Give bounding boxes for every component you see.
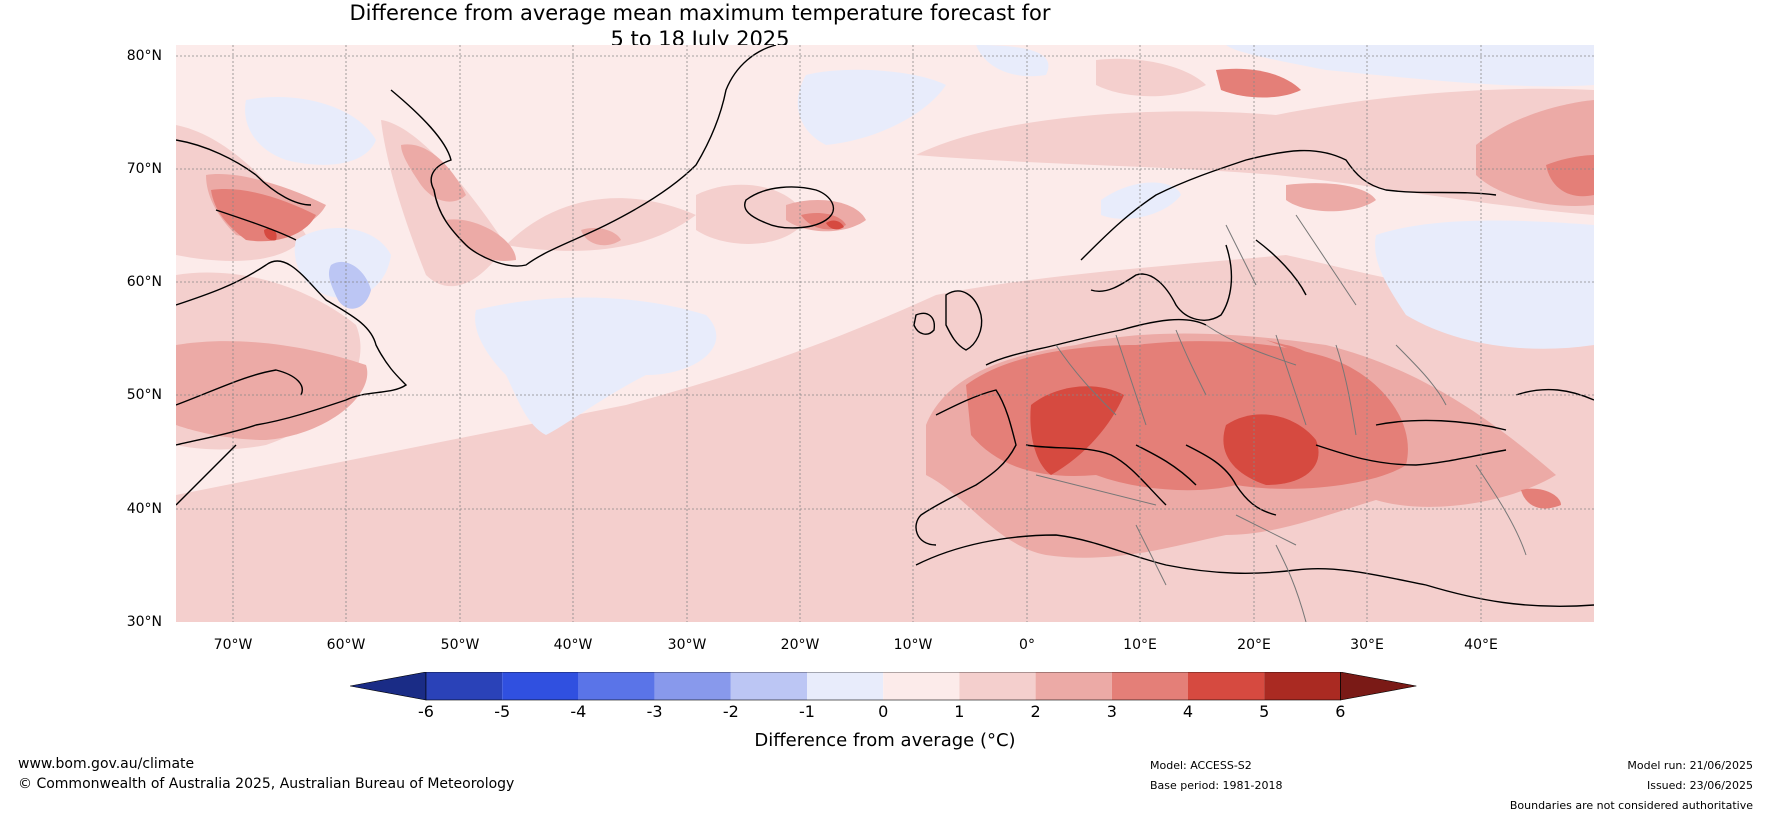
colorbar-tick-label: 5 xyxy=(1259,702,1270,721)
colorbar-tick-label: -6 xyxy=(418,702,434,721)
anomaly-neg2-neg1-areas xyxy=(328,261,371,309)
anomaly-neg1-0-areas xyxy=(245,45,1594,435)
colorbar-tick-label: -5 xyxy=(494,702,511,721)
lon-label-50w: 50°W xyxy=(440,637,480,653)
colorbar-tick-label: -2 xyxy=(722,702,739,721)
colorbar-tick-label: 6 xyxy=(1335,702,1346,721)
model-text: Model: ACCESS-S2 xyxy=(1150,759,1252,772)
colorbar-segment xyxy=(502,672,579,700)
colorbar-arrow-low xyxy=(350,672,427,701)
colorbar-tick-label: 1 xyxy=(954,702,965,721)
colorbar-segment xyxy=(730,672,807,700)
colorbar-segment xyxy=(578,672,655,700)
colorbar-tick-label: 2 xyxy=(1030,702,1041,721)
lat-label-30n: 30°N xyxy=(126,614,162,630)
disclaimer-text: Boundaries are not considered authoritat… xyxy=(1509,799,1753,812)
forecast-map xyxy=(176,45,1594,622)
lat-label-40n: 40°N xyxy=(126,501,162,517)
lon-label-20e: 20°E xyxy=(1237,637,1271,653)
lon-label-10w: 10°W xyxy=(893,637,933,653)
coastlines xyxy=(176,45,1594,607)
copyright-text: © Commonwealth of Australia 2025, Austra… xyxy=(18,776,515,792)
map-title: Difference from average mean maximum tem… xyxy=(0,0,1400,52)
lon-label-10e: 10°E xyxy=(1123,637,1157,653)
colorbar-tick-label: 3 xyxy=(1106,702,1117,721)
website-link[interactable]: www.bom.gov.au/climate xyxy=(18,756,195,772)
colorbar-segment xyxy=(426,672,503,700)
colorbar-segment xyxy=(1035,672,1112,700)
lat-label-60n: 60°N xyxy=(126,274,162,290)
colorbar-tick-label: -1 xyxy=(799,702,815,721)
colorbar-segment xyxy=(959,672,1036,700)
colorbar-tick-label: -3 xyxy=(646,702,663,721)
model-run-text: Model run: 21/06/2025 xyxy=(1627,759,1753,772)
footer-run-info: Model run: 21/06/2025 Issued: 23/06/2025… xyxy=(1510,756,1753,816)
anomaly-4-5-areas xyxy=(264,220,1319,485)
colorbar xyxy=(350,672,1417,701)
colorbar-tick-label: 4 xyxy=(1182,702,1194,721)
colorbar-segment xyxy=(883,672,960,700)
colorbar-segment xyxy=(1188,672,1265,700)
title-line-1: Difference from average mean maximum tem… xyxy=(349,1,1051,25)
issued-text: Issued: 23/06/2025 xyxy=(1646,779,1753,792)
colorbar-arrow-high xyxy=(1340,672,1417,701)
colorbar-tick-label: -4 xyxy=(570,702,587,721)
colorbar-segment xyxy=(1111,672,1188,700)
colorbar-segment xyxy=(807,672,884,700)
lon-label-20w: 20°W xyxy=(780,637,820,653)
gridlines xyxy=(176,45,1594,622)
colorbar-segment xyxy=(654,672,731,700)
lon-label-30w: 30°W xyxy=(667,637,707,653)
base-period-text: Base period: 1981-2018 xyxy=(1150,779,1283,792)
lat-label-80n: 80°N xyxy=(126,48,162,64)
lat-label-70n: 70°N xyxy=(126,161,162,177)
lat-label-50n: 50°N xyxy=(126,387,162,403)
lon-label-40w: 40°W xyxy=(553,637,593,653)
lon-label-60w: 60°W xyxy=(326,637,366,653)
colorbar-title: Difference from average (°C) xyxy=(754,730,1016,751)
footer-model-info: Model: ACCESS-S2 Base period: 1981-2018 xyxy=(1150,756,1282,796)
country-borders xyxy=(1035,214,1527,622)
colorbar-outline xyxy=(425,672,1341,701)
colorbar-segment xyxy=(1264,672,1341,700)
footer-credits: www.bom.gov.au/climate © Commonwealth of… xyxy=(18,754,514,794)
lon-label-0: 0° xyxy=(1019,637,1035,653)
lon-label-30e: 30°E xyxy=(1350,637,1384,653)
lon-label-70w: 70°W xyxy=(213,637,253,653)
colorbar-tick-label: 0 xyxy=(878,702,889,721)
lon-label-40e: 40°E xyxy=(1464,637,1498,653)
